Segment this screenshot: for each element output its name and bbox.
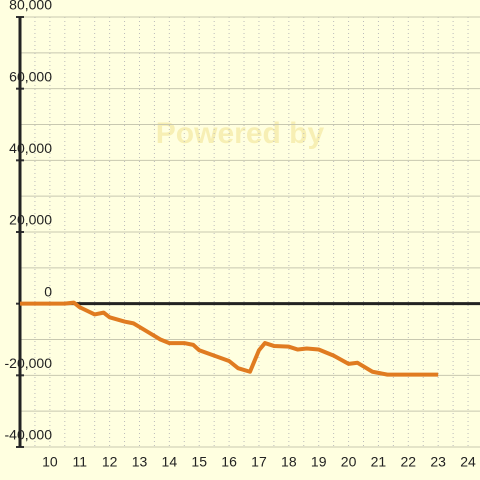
y-tick-label: -20,000 — [5, 355, 53, 371]
x-tick-label: 20 — [341, 454, 357, 470]
x-tick-label: 12 — [102, 454, 118, 470]
x-tick-label: 13 — [132, 454, 148, 470]
y-tick-label: 0 — [44, 283, 52, 299]
x-tick-label: 24 — [460, 454, 476, 470]
x-tick-label: 17 — [251, 454, 267, 470]
x-tick-label: 11 — [72, 454, 87, 470]
x-tick-label: 10 — [42, 454, 58, 470]
y-tick-label: 40,000 — [9, 140, 52, 156]
y-tick-label: 20,000 — [9, 212, 52, 228]
x-tick-label: 18 — [281, 454, 297, 470]
x-tick-label: 21 — [371, 454, 387, 470]
x-tick-label: 16 — [221, 454, 237, 470]
watermark: Powered by — [156, 117, 325, 150]
data-line — [20, 300, 439, 377]
x-tick-label: 19 — [311, 454, 327, 470]
y-tick-label: 60,000 — [9, 68, 52, 84]
x-tick-label: 15 — [191, 454, 207, 470]
y-tick-label: 80,000 — [9, 0, 52, 13]
x-tick-label: 22 — [401, 454, 417, 470]
x-tick-label: 23 — [430, 454, 446, 470]
y-tick-label: -40,000 — [5, 427, 53, 443]
x-tick-label: 14 — [162, 454, 178, 470]
